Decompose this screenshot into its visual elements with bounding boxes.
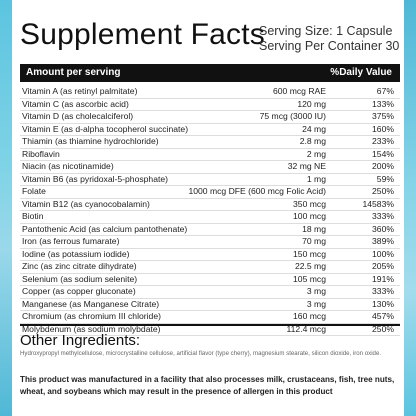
nutrient-amount: 2 mg (306, 148, 326, 159)
nutrient-amount: 70 mg (302, 236, 326, 246)
table-row: Copper (as copper gluconate) 3 mg 333% (20, 286, 400, 299)
page-title: Supplement Facts (20, 18, 265, 51)
nutrient-name: Vitamin A (as retinyl palmitate) (22, 86, 138, 96)
nutrient-name: Vitamin D (as cholecalciferol) (22, 111, 134, 121)
nutrient-daily-value: 67% (376, 86, 394, 96)
nutrient-daily-value: 130% (372, 298, 394, 309)
table-row: Vitamin A (as retinyl palmitate) 600 mcg … (20, 86, 400, 99)
nutrient-daily-value: 14583% (362, 198, 394, 209)
other-ingredients-text: Hydroxypropyl methylcellulose, microcrys… (20, 350, 382, 357)
table-header: Amount per serving %Daily Value (20, 64, 400, 82)
table-bottom-rule (20, 324, 400, 326)
daily-value-header: %Daily Value (330, 67, 392, 78)
nutrient-daily-value: 375% (372, 111, 394, 121)
nutrient-amount: 3 mg (306, 298, 326, 309)
servings-per-container: Serving Per Container 30 (259, 39, 400, 53)
nutrient-daily-value: 360% (372, 223, 394, 234)
nutrient-name: Molybdenum (as sodium molybdate) (22, 323, 161, 334)
nutrient-name: Zinc (as zinc citrate dihydrate) (22, 261, 137, 271)
nutrient-daily-value: 333% (372, 211, 394, 221)
nutrient-amount: 22.5 mg (294, 261, 326, 271)
nutrient-name: Manganese (as Manganese Citrate) (22, 298, 160, 309)
nutrient-amount: 160 mcg (293, 311, 326, 321)
serving-size: Serving Size: 1 Capsule (259, 24, 393, 38)
nutrient-name: Vitamin B12 (as cyanocobalamin) (22, 198, 150, 209)
nutrient-name: Riboflavin (22, 148, 60, 159)
other-ingredients-title: Other Ingredients: (20, 332, 141, 349)
nutrient-daily-value: 100% (372, 248, 394, 259)
nutrient-daily-value: 160% (372, 123, 394, 134)
nutrient-name: Iron (as ferrous fumarate) (22, 236, 120, 246)
table-row: Folate 1000 mcg DFE (600 mcg Folic Acid) 2… (20, 186, 400, 199)
nutrient-name: Chromium (as chromium III chloride) (22, 311, 161, 321)
nutrient-amount: 1000 mcg DFE (600 mcg Folic Acid) (188, 186, 326, 196)
table-row: Vitamin D (as cholecalciferol) 75 mcg (30… (20, 111, 400, 124)
nutrient-daily-value: 333% (372, 286, 394, 296)
table-row: Zinc (as zinc citrate dihydrate) 22.5 mg 2… (20, 261, 400, 274)
table-row: Manganese (as Manganese Citrate) 3 mg 130% (20, 298, 400, 311)
nutrient-name: Biotin (22, 211, 44, 221)
table-row: Vitamin B12 (as cyanocobalamin) 350 mcg 14… (20, 198, 400, 211)
nutrient-daily-value: 250% (372, 186, 394, 196)
nutrient-name: Copper (as copper gluconate) (22, 286, 136, 296)
nutrient-amount: 600 mcg RAE (272, 86, 326, 96)
table-row: Vitamin C (as ascorbic acid) 120 mg 133% (20, 98, 400, 111)
nutrient-daily-value: 154% (372, 148, 394, 159)
nutrient-daily-value: 205% (372, 261, 394, 271)
nutrient-amount: 120 mg (297, 98, 326, 109)
table-row: Iron (as ferrous fumarate) 70 mg 389% (20, 236, 400, 249)
nutrient-name: Vitamin E (as d-alpha tocopherol succina… (22, 123, 189, 134)
supplement-facts-panel: Supplement Facts Serving Size: 1 Capsule… (12, 0, 404, 416)
left-accent-edge (0, 0, 12, 416)
table-row: Vitamin E (as d-alpha tocopherol succina… (20, 123, 400, 136)
table-row: Iodine (as potassium iodide) 150 mcg 100% (20, 248, 400, 261)
right-accent-edge (404, 0, 416, 416)
table-row: Riboflavin 2 mg 154% (20, 148, 400, 161)
nutrient-amount: 112.4 mcg (286, 323, 327, 334)
nutrient-amount: 75 mcg (3000 IU) (259, 111, 326, 121)
table-row: Vitamin B6 (as pyridoxal-5-phosphate) 1 m… (20, 173, 400, 186)
nutrient-amount: 3 mg (306, 286, 326, 296)
nutrient-amount: 1 mg (306, 173, 326, 184)
table-row: Chromium (as chromium III chloride) 160 m… (20, 311, 400, 324)
nutrient-amount: 150 mcg (293, 248, 326, 259)
nutrient-amount: 24 mg (302, 123, 326, 134)
nutrient-name: Iodine (as potassium iodide) (22, 248, 130, 259)
nutrient-daily-value: 250% (372, 323, 394, 334)
nutrient-name: Selenium (as sodium selenite) (22, 273, 138, 284)
table-row: Biotin 100 mcg 333% (20, 211, 400, 224)
nutrient-name: Thiamin (as thiamine hydrochloride) (22, 136, 159, 146)
nutrient-name: Folate (22, 186, 46, 196)
table-row: Pantothenic Acid (as calcium pantothenat… (20, 223, 400, 236)
table-row: Niacin (as nicotinamide) 32 mg NE 200% (20, 161, 400, 174)
nutrient-daily-value: 233% (372, 136, 394, 146)
nutrient-name: Vitamin B6 (as pyridoxal-5-phosphate) (22, 173, 169, 184)
table-row: Thiamin (as thiamine hydrochloride) 2.8 m… (20, 136, 400, 149)
nutrient-amount: 105 mcg (293, 273, 326, 284)
nutrient-daily-value: 389% (372, 236, 394, 246)
nutrient-amount: 32 mg NE (287, 161, 326, 171)
table-row: Selenium (as sodium selenite) 105 mcg 191% (20, 273, 400, 286)
nutrient-daily-value: 59% (376, 173, 394, 184)
nutrient-daily-value: 457% (372, 311, 394, 321)
nutrient-name: Pantothenic Acid (as calcium pantothenat… (22, 223, 188, 234)
nutrient-daily-value: 200% (372, 161, 394, 171)
nutrient-daily-value: 191% (372, 273, 394, 284)
nutrient-amount: 18 mg (302, 223, 326, 234)
nutrient-name: Niacin (as nicotinamide) (22, 161, 114, 171)
nutrient-amount: 100 mcg (293, 211, 326, 221)
nutrient-amount: 2.8 mg (299, 136, 326, 146)
amount-per-serving-header: Amount per serving (26, 67, 121, 78)
nutrient-name: Vitamin C (as ascorbic acid) (22, 98, 129, 109)
nutrient-amount: 350 mcg (293, 198, 326, 209)
table-row: Molybdenum (as sodium molybdate) 112.4 mc… (20, 323, 400, 336)
nutrient-table: Vitamin A (as retinyl palmitate) 600 mcg … (20, 86, 400, 336)
allergen-statement: This product was manufactured in a facil… (20, 375, 395, 396)
nutrient-daily-value: 133% (372, 98, 394, 109)
serving-info: Serving Size: 1 Capsule Serving Per Cont… (259, 24, 399, 54)
